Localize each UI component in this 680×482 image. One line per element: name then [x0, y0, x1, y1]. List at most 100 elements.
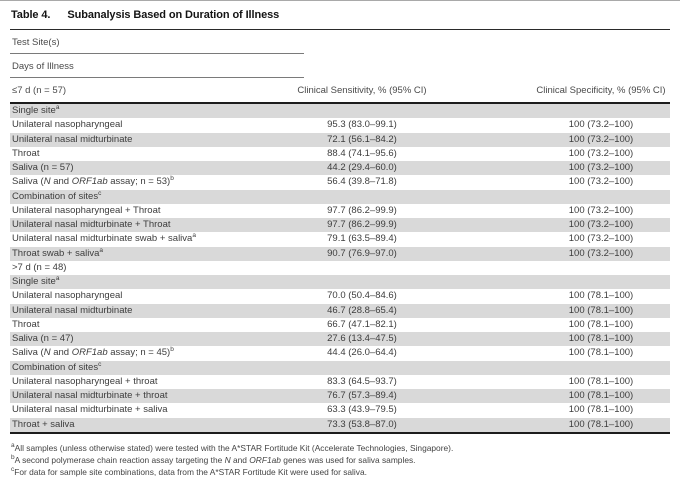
- sensitivity-value: 27.6 (13.4–47.5): [327, 333, 397, 344]
- row-label: Unilateral nasal midturbinate + throat: [12, 390, 168, 401]
- specificity-value: [532, 190, 670, 204]
- column-header-specificity: Clinical Specificity, % (95% CI): [536, 85, 666, 96]
- row-label: Unilateral nasal midturbinate + Throat: [12, 219, 171, 230]
- specificity-value: 100 (73.2–100): [568, 133, 634, 145]
- row-label: Saliva (N and ORF1ab assay; n = 45)b: [12, 346, 174, 359]
- row-label: Saliva (N and ORF1ab assay; n = 53)b: [12, 175, 174, 188]
- table-row: Unilateral nasopharyngeal 70.0 (50.4–84.6…: [10, 289, 670, 303]
- specificity-value: 100 (78.1–100): [568, 347, 634, 359]
- sensitivity-value: 46.7 (28.8–65.4): [327, 304, 397, 316]
- sensitivity-value: 79.1 (63.5–89.4): [327, 233, 397, 245]
- table-row: Unilateral nasal midturbinate + throat 76…: [10, 389, 670, 404]
- table-row: Throat 66.7 (47.1–82.1) 100 (78.1–100): [10, 318, 670, 332]
- specificity-value: [532, 275, 670, 289]
- row-label: Combination of sitesc: [12, 360, 102, 373]
- footnote-line: cFor data for sample site combinations, …: [11, 465, 367, 477]
- row-label: Throat: [12, 318, 40, 330]
- specificity-value: [532, 361, 670, 375]
- specificity-value: 100 (73.2–100): [568, 119, 634, 131]
- sensitivity-value: [240, 261, 484, 275]
- sensitivity-value: 73.3 (53.8–87.0): [327, 418, 397, 430]
- row-label: Unilateral nasal midturbinate: [12, 133, 133, 145]
- table-number-label: Table 4.: [11, 9, 51, 21]
- column-header-row: ≤7 d (n = 57) Clinical Sensitivity, % (9…: [10, 78, 670, 104]
- footnote-marker: c: [11, 465, 15, 473]
- row-label: Unilateral nasal midturbinate swab + sal…: [12, 232, 196, 245]
- specificity-value: [532, 104, 670, 118]
- table-row: Unilateral nasopharyngeal 95.3 (83.0–99.1…: [10, 118, 670, 132]
- sensitivity-value: 97.7 (86.2–99.9): [327, 219, 397, 230]
- sensitivity-value: [240, 104, 484, 118]
- table-row: Saliva (N and ORF1ab assay; n = 53)b 56.4…: [10, 175, 670, 189]
- specificity-value: 100 (78.1–100): [568, 418, 634, 430]
- sensitivity-value: 83.3 (64.5–93.7): [327, 375, 397, 387]
- specificity-value: 100 (73.2–100): [568, 147, 634, 159]
- sensitivity-value: 70.0 (50.4–84.6): [327, 290, 397, 302]
- specificity-value: 100 (78.1–100): [568, 318, 634, 330]
- row-label: Throat swab + salivaa: [12, 246, 104, 259]
- table-row: Single sitea: [10, 275, 670, 290]
- specificity-value: 100 (78.1–100): [568, 290, 634, 302]
- footnote-marker: b: [11, 453, 15, 461]
- specificity-value: 100 (73.2–100): [568, 176, 634, 188]
- table-row: Saliva (N and ORF1ab assay; n = 45)b 44.4…: [10, 346, 670, 360]
- sensitivity-value: 44.4 (26.0–64.4): [327, 347, 397, 359]
- row-label: Unilateral nasopharyngeal + throat: [12, 375, 158, 387]
- section-header-le7d: ≤7 d (n = 57): [12, 85, 67, 96]
- row-label: Saliva (n = 47): [12, 333, 74, 344]
- field-row-test-sites: Test Site(s): [10, 30, 670, 54]
- table-row: Unilateral nasal midturbinate 72.1 (56.1–…: [10, 132, 670, 147]
- table-title: Table 4. Subanalysis Based on Duration o…: [10, 1, 670, 29]
- title-rule: [10, 29, 670, 30]
- table-row: >7 d (n = 48): [10, 261, 670, 275]
- table-row: Combination of sitesc: [10, 189, 670, 204]
- table-row: Unilateral nasal midturbinate + Throat 97…: [10, 218, 670, 233]
- sensitivity-value: 88.4 (74.1–95.6): [327, 147, 397, 159]
- row-label: Unilateral nasopharyngeal: [12, 290, 123, 302]
- table-row: Single sitea: [10, 104, 670, 119]
- footnotes: aAll samples (unless otherwise stated) w…: [10, 434, 670, 478]
- sensitivity-value: 56.4 (39.8–71.8): [327, 176, 397, 188]
- table-row: Throat swab + salivaa 90.7 (76.9–97.0) 100…: [10, 246, 670, 261]
- sensitivity-value: [240, 275, 484, 289]
- row-label: Single sitea: [12, 275, 60, 287]
- row-label: Combination of sitesc: [12, 189, 102, 202]
- specificity-value: 100 (73.2–100): [568, 233, 634, 245]
- row-label: Unilateral nasal midturbinate: [12, 304, 133, 316]
- row-label: Single sitea: [12, 104, 60, 116]
- specificity-value: 100 (73.2–100): [568, 219, 634, 230]
- column-header-sensitivity: Clinical Sensitivity, % (95% CI): [297, 85, 427, 96]
- table-row: Throat + saliva 73.3 (53.8–87.0) 100 (78.1…: [10, 417, 670, 432]
- sensitivity-value: 72.1 (56.1–84.2): [327, 133, 397, 145]
- table-row: Saliva (n = 57) 44.2 (29.4–60.0) 100 (73.2…: [10, 161, 670, 176]
- field-row-days-of-illness: Days of Illness: [10, 54, 670, 78]
- footnote-line: aAll samples (unless otherwise stated) w…: [11, 441, 454, 453]
- table-row: Saliva (n = 47) 27.6 (13.4–47.5) 100 (78.1…: [10, 332, 670, 347]
- row-label: Unilateral nasal midturbinate + saliva: [12, 404, 168, 416]
- sensitivity-value: 44.2 (29.4–60.0): [327, 162, 397, 173]
- specificity-value: 100 (78.1–100): [568, 304, 634, 316]
- table-title-text: Subanalysis Based on Duration of Illness: [67, 9, 280, 21]
- sensitivity-value: [240, 361, 484, 375]
- table-row: Unilateral nasopharyngeal + throat 83.3 (…: [10, 375, 670, 389]
- sensitivity-value: 76.7 (57.3–89.4): [327, 390, 397, 401]
- field-label-days-of-illness: Days of Illness: [10, 54, 304, 78]
- row-label: Saliva (n = 57): [12, 162, 74, 173]
- field-label-test-sites: Test Site(s): [10, 30, 304, 54]
- specificity-value: 100 (78.1–100): [568, 333, 634, 344]
- row-label: Unilateral nasopharyngeal: [12, 119, 123, 131]
- specificity-value: 100 (78.1–100): [568, 390, 634, 401]
- sensitivity-value: 66.7 (47.1–82.1): [327, 318, 397, 330]
- specificity-value: [532, 261, 670, 275]
- table-row: Unilateral nasal midturbinate 46.7 (28.8–…: [10, 303, 670, 318]
- table-row: Unilateral nasal midturbinate swab + sal…: [10, 232, 670, 246]
- sensitivity-value: 63.3 (43.9–79.5): [327, 404, 397, 416]
- row-label: Throat: [12, 147, 40, 159]
- sensitivity-value: 90.7 (76.9–97.0): [327, 247, 397, 259]
- row-label: Unilateral nasopharyngeal + Throat: [12, 204, 161, 216]
- sensitivity-value: 95.3 (83.0–99.1): [327, 119, 397, 131]
- row-label: Throat + saliva: [12, 418, 75, 430]
- footnote-line: bA second polymerase chain reaction assa…: [11, 453, 416, 465]
- table-rows: Single sitea Unilateral nasopharyngeal 95.…: [10, 104, 670, 434]
